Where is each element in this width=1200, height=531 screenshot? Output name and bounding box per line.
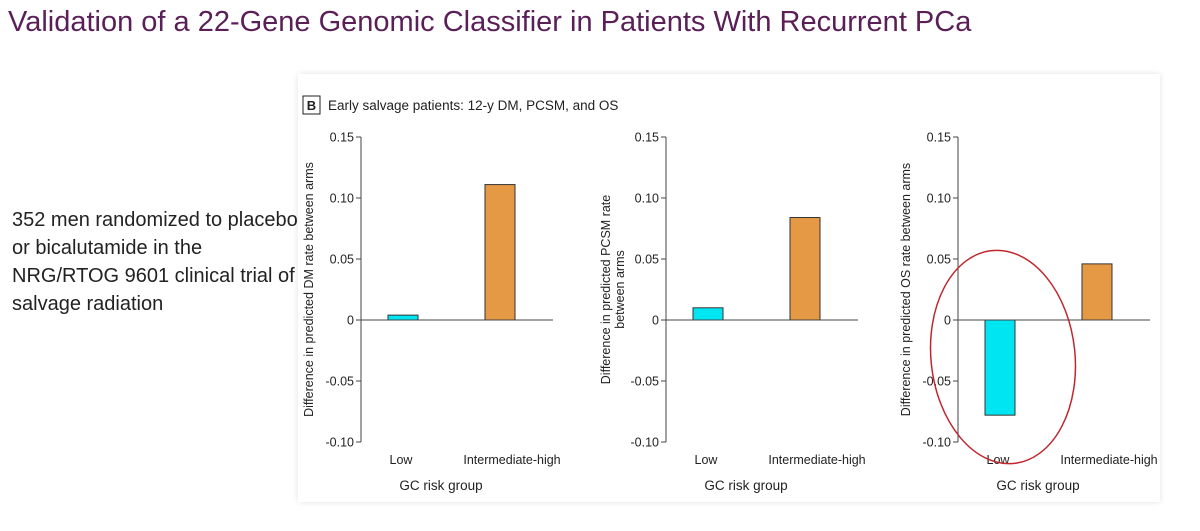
y-tick-label: 0 bbox=[652, 314, 659, 328]
y-tick-label: -0.05 bbox=[923, 375, 952, 389]
y-axis-label: Difference in predicted PCSM ratebetween… bbox=[599, 195, 627, 384]
panel-label-box bbox=[302, 95, 321, 115]
y-tick-label: 0.05 bbox=[635, 253, 659, 267]
slide-title: Validation of a 22-Gene Genomic Classifi… bbox=[8, 6, 972, 38]
y-tick-label: -0.10 bbox=[326, 436, 355, 450]
category-label: Intermediate-high bbox=[463, 453, 560, 467]
chart-dm: 0.15 0.10 0.05 0 -0.05 -0.10 Low Intermediate-h… bbox=[302, 131, 561, 494]
study-description: 352 men randomized to placebo or bicalut… bbox=[12, 209, 298, 315]
category-label: Intermediate-high bbox=[768, 453, 865, 467]
bar-intermediate-high bbox=[1081, 263, 1113, 321]
bar-low bbox=[692, 307, 724, 321]
y-tick-label: 0 bbox=[347, 314, 354, 328]
y-tick-label: 0.15 bbox=[330, 131, 354, 145]
category-label: Intermediate-high bbox=[1060, 453, 1157, 467]
x-axis-label: GC risk group bbox=[399, 478, 482, 493]
category-label: Low bbox=[390, 453, 414, 467]
y-tick-label: 0.10 bbox=[330, 192, 354, 206]
highlight-circle bbox=[929, 249, 1077, 465]
chart-pcsm: 0.15 0.10 0.05 0 -0.05 -0.10 Low Intermediate-h… bbox=[599, 131, 866, 494]
y-tick-label: -0.05 bbox=[326, 375, 355, 389]
y-tick-label: 0.15 bbox=[927, 131, 951, 145]
y-tick-label: -0.10 bbox=[631, 436, 660, 450]
y-tick-label: 0.10 bbox=[635, 192, 659, 206]
x-axis-label: GC risk group bbox=[704, 478, 787, 493]
panel-label: B bbox=[307, 98, 316, 113]
y-tick-label: 0.05 bbox=[927, 253, 951, 267]
figure-panel: B Early salvage patients: 12-y DM, PCSM,… bbox=[298, 74, 1160, 502]
bar-intermediate-high bbox=[789, 217, 821, 321]
bar-low bbox=[387, 314, 419, 321]
y-tick-label: 0 bbox=[944, 314, 951, 328]
y-axis-label: Difference in predicted DM rate between … bbox=[302, 162, 316, 417]
panel-caption: Early salvage patients: 12-y DM, PCSM, a… bbox=[328, 98, 618, 113]
bar-charts-svg: B Early salvage patients: 12-y DM, PCSM,… bbox=[302, 95, 1158, 494]
y-axis-label: Difference in predicted OS rate between … bbox=[899, 163, 913, 416]
bar-low bbox=[984, 319, 1016, 416]
y-tick-label: 0.05 bbox=[330, 253, 354, 267]
y-tick-label: -0.10 bbox=[923, 436, 952, 450]
y-tick-label: 0.15 bbox=[635, 131, 659, 145]
y-tick-label: 0.10 bbox=[927, 192, 951, 206]
category-label: Low bbox=[695, 453, 719, 467]
bar-intermediate-high bbox=[484, 184, 516, 321]
y-tick-label: -0.05 bbox=[631, 375, 660, 389]
x-axis-label: GC risk group bbox=[996, 478, 1079, 493]
